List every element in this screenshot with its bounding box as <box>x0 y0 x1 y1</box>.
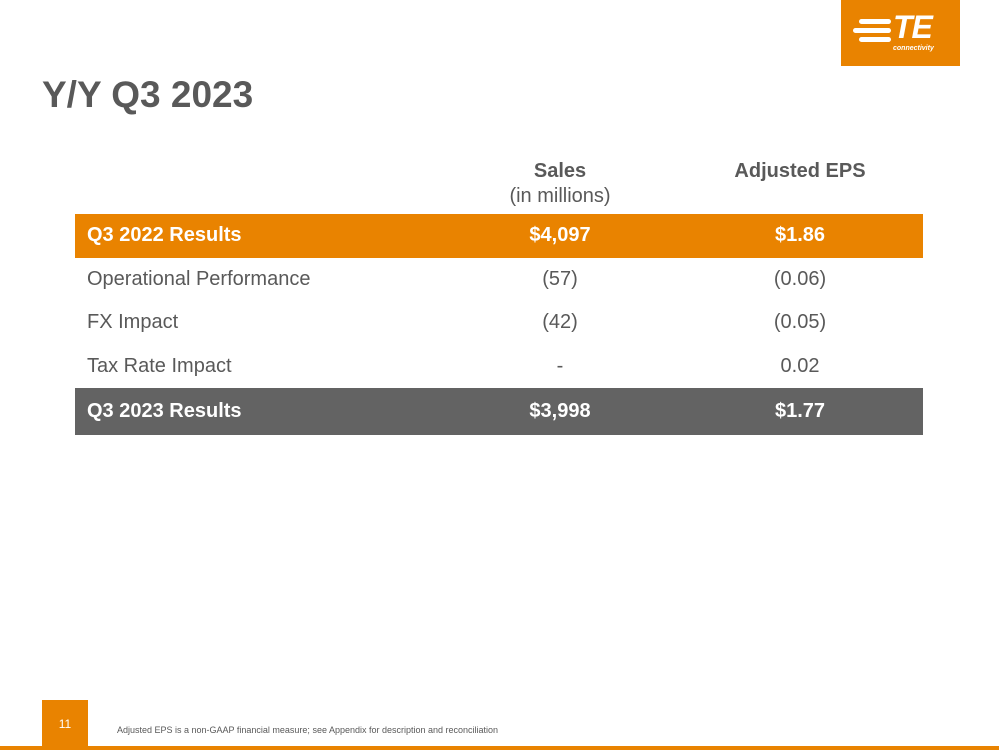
logo-tagline: connectivity <box>893 45 934 52</box>
table-row: Q3 2022 Results $4,097 $1.86 <box>75 214 923 258</box>
column-label: Sales <box>533 160 587 182</box>
column-header: Adjusted EPS <box>680 159 920 184</box>
cell-value: - <box>556 354 564 377</box>
cell-value: 0.02 <box>780 354 820 377</box>
cell-value: (0.06) <box>773 267 827 290</box>
table-row: Operational Performance (57) (0.06) <box>75 258 923 302</box>
slide-title: Y/Y Q3 2023 <box>42 74 254 115</box>
table-row: FX Impact (42) (0.05) <box>75 301 923 345</box>
table-row: Q3 2023 Results $3,998 $1.77 <box>75 388 923 435</box>
footer-rule <box>0 746 999 750</box>
page-number: 11 <box>42 700 88 748</box>
cell-value: (0.05) <box>773 311 827 334</box>
row-label: Tax Rate Impact <box>87 354 232 377</box>
row-label: Q3 2023 Results <box>87 400 242 422</box>
cell-value: $1.77 <box>774 400 826 422</box>
row-label: Q3 2022 Results <box>87 224 242 247</box>
cell-value: $4,097 <box>529 224 591 247</box>
table-row: Tax Rate Impact - 0.02 <box>75 345 923 389</box>
row-label: FX Impact <box>87 311 179 334</box>
table: Q3 2022 Results $4,097 $1.86 Operational Pe… <box>75 214 923 435</box>
row-label: Operational Performance <box>87 267 311 290</box>
footnote: Adjusted EPS is a non-GAAP financial mea… <box>117 725 499 735</box>
cell-value: (42) <box>542 311 578 334</box>
cell-value: $1.86 <box>774 224 826 247</box>
logo-mark: TE <box>893 9 933 45</box>
cell-value: $3,998 <box>529 400 591 422</box>
logo: TE connectivity <box>841 0 960 66</box>
logo-stripes <box>853 19 891 42</box>
column-sublabel: (in millions) <box>509 185 611 207</box>
cell-value: (57) <box>542 267 578 290</box>
column-header: Sales (in millions) <box>440 159 680 209</box>
column-label: Adjusted EPS <box>734 160 866 182</box>
